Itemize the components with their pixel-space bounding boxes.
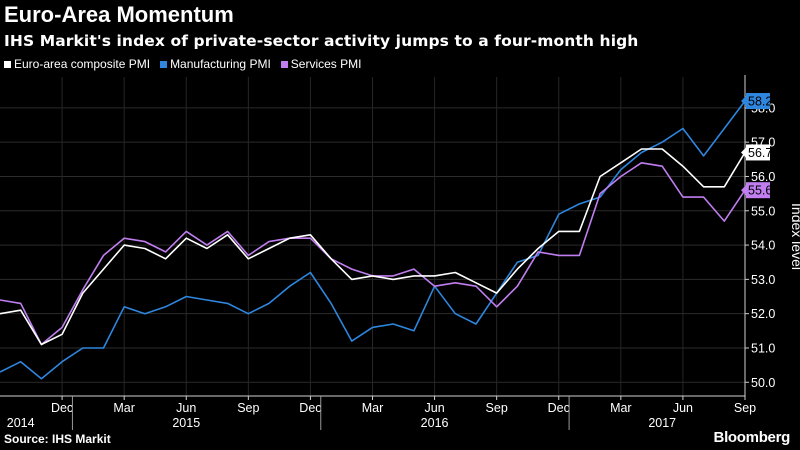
y-tick-label-2: 52.0 (751, 307, 775, 321)
x-tick-label-7: Sep (486, 401, 508, 415)
end-tag-pointer-composite (741, 147, 746, 158)
legend-item-composite: Euro-area composite PMI (4, 57, 150, 71)
legend-item-manufacturing: Manufacturing PMI (160, 57, 271, 71)
end-tag-label-composite: 56.7 (748, 146, 772, 160)
year-label-3: 2017 (648, 416, 676, 430)
y-tick-label-1: 51.0 (751, 341, 775, 355)
end-tag-bg-services (746, 182, 770, 199)
y-tick-label-0: 50.0 (751, 376, 775, 390)
legend-swatch-services (280, 60, 288, 68)
x-tick-label-3: Sep (237, 401, 259, 415)
x-tick-label-10: Jun (673, 401, 693, 415)
year-label-1: 2015 (172, 416, 200, 430)
y-tick-label-5: 55.0 (751, 204, 775, 218)
y-tick-label-6: 56.0 (751, 170, 775, 184)
source-note: Source: IHS Markit (4, 432, 111, 446)
x-tick-label-9: Mar (610, 401, 632, 415)
x-tick-label-6: Jun (425, 401, 445, 415)
bloomberg-logo: Bloomberg (713, 429, 791, 446)
legend-label-services: Services PMI (290, 57, 362, 71)
y-tick-label-4: 54.0 (751, 239, 775, 253)
x-tick-label-1: Mar (113, 401, 135, 415)
series-line-composite (0, 148, 746, 346)
legend-item-services: Services PMI (280, 57, 362, 71)
legend: Euro-area composite PMI Manufacturing PM… (4, 57, 361, 71)
x-tick-label-2: Jun (176, 401, 196, 415)
y-tick-label-3: 53.0 (751, 273, 775, 287)
end-tag-pointer-manufacturing (741, 96, 746, 107)
end-tag-pointer-services (741, 185, 746, 196)
x-tick-label-5: Mar (362, 401, 384, 415)
x-tick-label-8: Dec (548, 401, 570, 415)
year-label-0: 2014 (7, 416, 35, 430)
legend-label-manufacturing: Manufacturing PMI (170, 57, 271, 71)
x-tick-label-4: Dec (299, 401, 321, 415)
legend-swatch-composite (4, 60, 11, 68)
series-line-manufacturing (0, 100, 746, 380)
end-tag-label-services: 55.6 (748, 184, 772, 198)
chart-title: Euro-Area Momentum (4, 2, 234, 27)
x-tick-label-11: Sep (734, 401, 756, 415)
end-tag-bg-manufacturing (746, 93, 770, 110)
y-axis-title: Index level (789, 203, 800, 270)
legend-swatch-manufacturing (160, 60, 168, 68)
x-tick-label-0: Dec (51, 401, 73, 415)
end-tag-label-manufacturing: 58.2 (748, 95, 772, 109)
chart-subtitle: IHS Markit's index of private-sector act… (4, 32, 639, 50)
legend-label-composite: Euro-area composite PMI (14, 57, 151, 71)
end-tag-bg-composite (746, 144, 770, 161)
year-label-2: 2016 (421, 416, 449, 430)
